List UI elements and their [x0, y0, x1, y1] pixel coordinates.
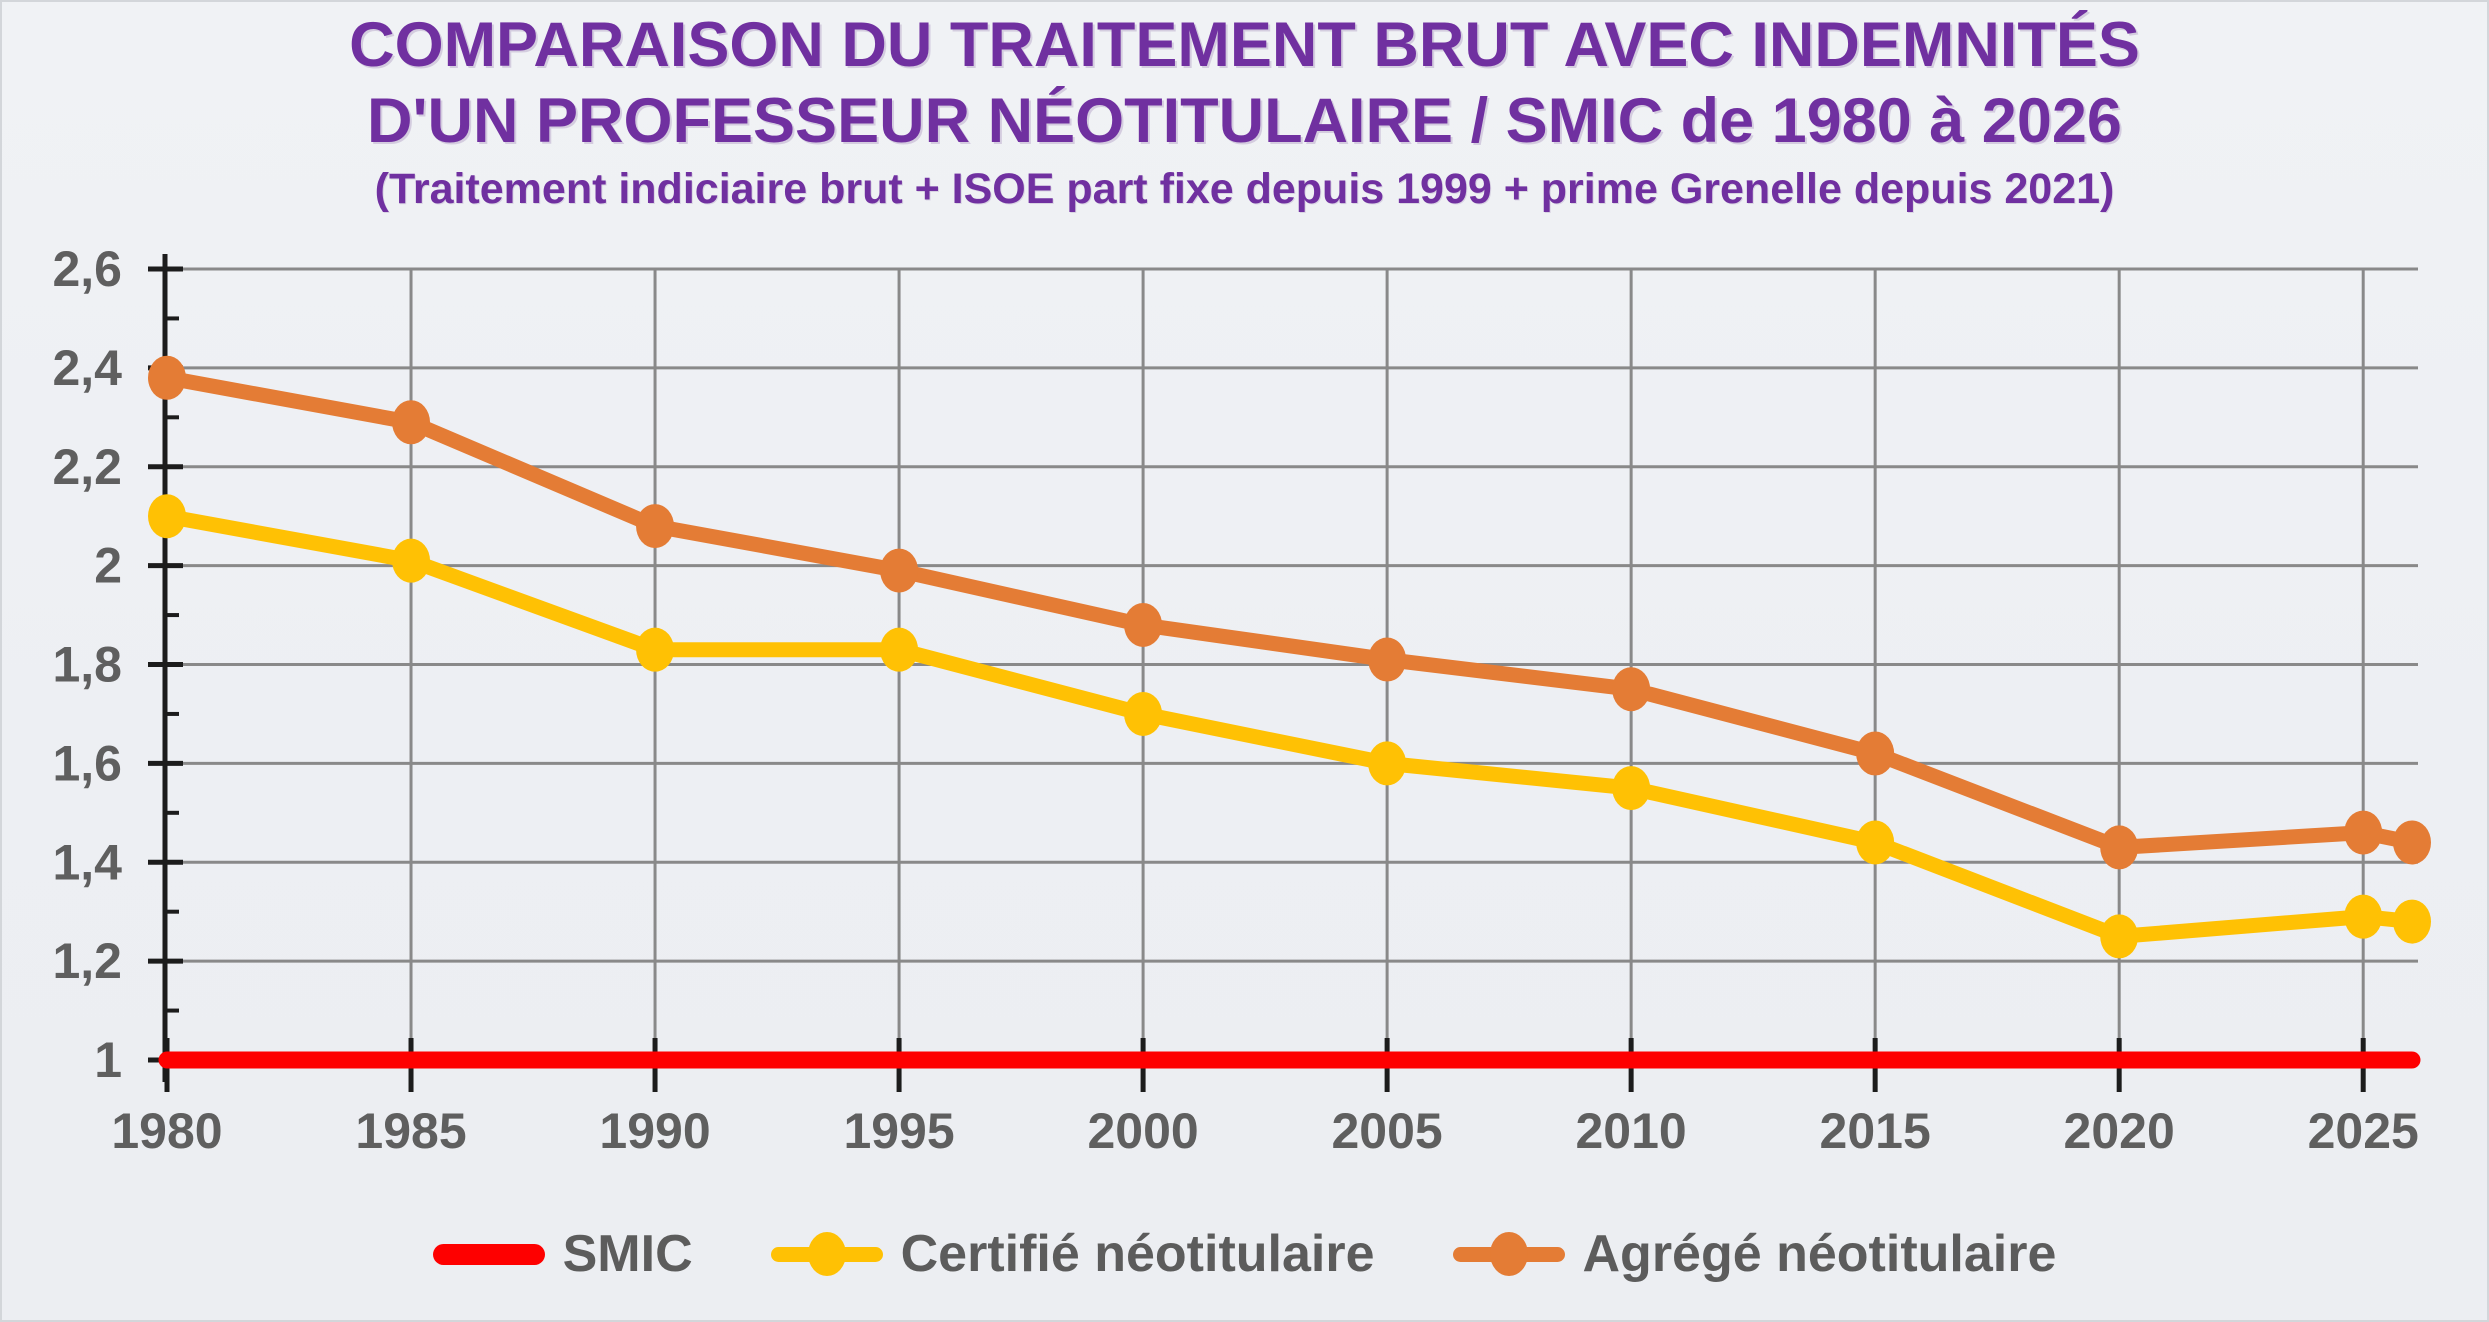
data-point — [1612, 667, 1651, 712]
legend-label-smic: SMIC — [562, 1225, 693, 1283]
y-tick-label: 1,2 — [52, 933, 122, 989]
data-point — [148, 494, 186, 539]
x-tick-label: 2015 — [1820, 1103, 1931, 1159]
x-tick-label: 2000 — [1087, 1103, 1198, 1159]
y-tick-label: 1,4 — [52, 834, 122, 890]
legend-label-certifie: Certifié néotitulaire — [900, 1225, 1375, 1283]
chart-title-line1: COMPARAISON DU TRAITEMENT BRUT AVEC INDE… — [349, 10, 2140, 80]
data-point — [1368, 637, 1407, 682]
legend: SMIC Certifié néotitulaire Agrégé néotit… — [2, 1206, 2487, 1302]
chart-title-line2: D'UN PROFESSEUR NÉOTITULAIRE / SMIC de 1… — [367, 85, 2122, 156]
data-point — [880, 548, 919, 593]
data-point — [1856, 731, 1895, 776]
x-tick-label: 1995 — [843, 1103, 954, 1159]
data-point — [148, 355, 186, 400]
series-certifié-néotitulaire — [148, 494, 2431, 959]
data-point — [392, 538, 431, 583]
x-tick-label: 1980 — [111, 1103, 222, 1159]
y-tick-label: 2,2 — [52, 439, 122, 495]
data-point — [392, 400, 431, 445]
y-tick-label: 2 — [94, 538, 122, 594]
data-point — [1124, 691, 1163, 736]
series-agrégé-néotitulaire — [148, 355, 2431, 870]
agrege-line-marker-swatch-icon — [1452, 1231, 1565, 1277]
chart-subtitle: (Traitement indiciaire brut + ISOE part … — [374, 165, 2115, 214]
legend-item-smic: SMIC — [432, 1224, 693, 1284]
data-point — [2344, 810, 2383, 855]
data-point — [1612, 766, 1651, 811]
title-block: COMPARAISON DU TRAITEMENT BRUT AVEC INDE… — [2, 8, 2487, 215]
x-tick-label: 1985 — [355, 1103, 466, 1159]
data-point — [1124, 602, 1163, 647]
y-tick-label: 1,8 — [52, 637, 122, 693]
data-point — [880, 627, 919, 672]
x-tick-label: 2010 — [1576, 1103, 1687, 1159]
x-tick-label: 2005 — [1331, 1103, 1442, 1159]
y-tick-label: 2,4 — [52, 340, 122, 396]
legend-item-certifie: Certifié néotitulaire — [770, 1224, 1375, 1284]
legend-item-agrege: Agrégé néotitulaire — [1452, 1224, 2057, 1284]
data-point — [2344, 894, 2383, 939]
x-tick-label: 1990 — [599, 1103, 710, 1159]
y-tick-labels: 1 1,2 1,4 1,6 1,8 2 2,2 2,4 2,6 — [52, 241, 122, 1088]
data-point — [1856, 820, 1895, 865]
series-line — [159, 370, 2420, 855]
y-tick-label: 1,6 — [52, 735, 122, 791]
data-point — [2100, 914, 2139, 959]
legend-label-agrege: Agrégé néotitulaire — [1582, 1225, 2057, 1283]
data-point — [636, 504, 675, 549]
y-tick-label: 1 — [94, 1032, 122, 1088]
certifie-line-marker-swatch-icon — [770, 1231, 883, 1277]
x-tick-label: 2020 — [2064, 1103, 2175, 1159]
x-tick-label: 2025 — [2308, 1103, 2419, 1159]
data-point — [2393, 820, 2431, 865]
smic-line-swatch-icon — [432, 1243, 545, 1265]
y-tick-label: 2,6 — [52, 241, 122, 297]
series-line — [159, 508, 2420, 944]
x-tick-labels: 1980 1985 1990 1995 2000 2005 2010 2015 2020 2025 — [111, 1103, 2418, 1159]
data-point — [2100, 825, 2139, 870]
data-point — [1368, 741, 1407, 786]
y-gridlines — [165, 267, 2418, 1062]
data-point — [636, 627, 675, 672]
data-point — [2393, 899, 2431, 944]
